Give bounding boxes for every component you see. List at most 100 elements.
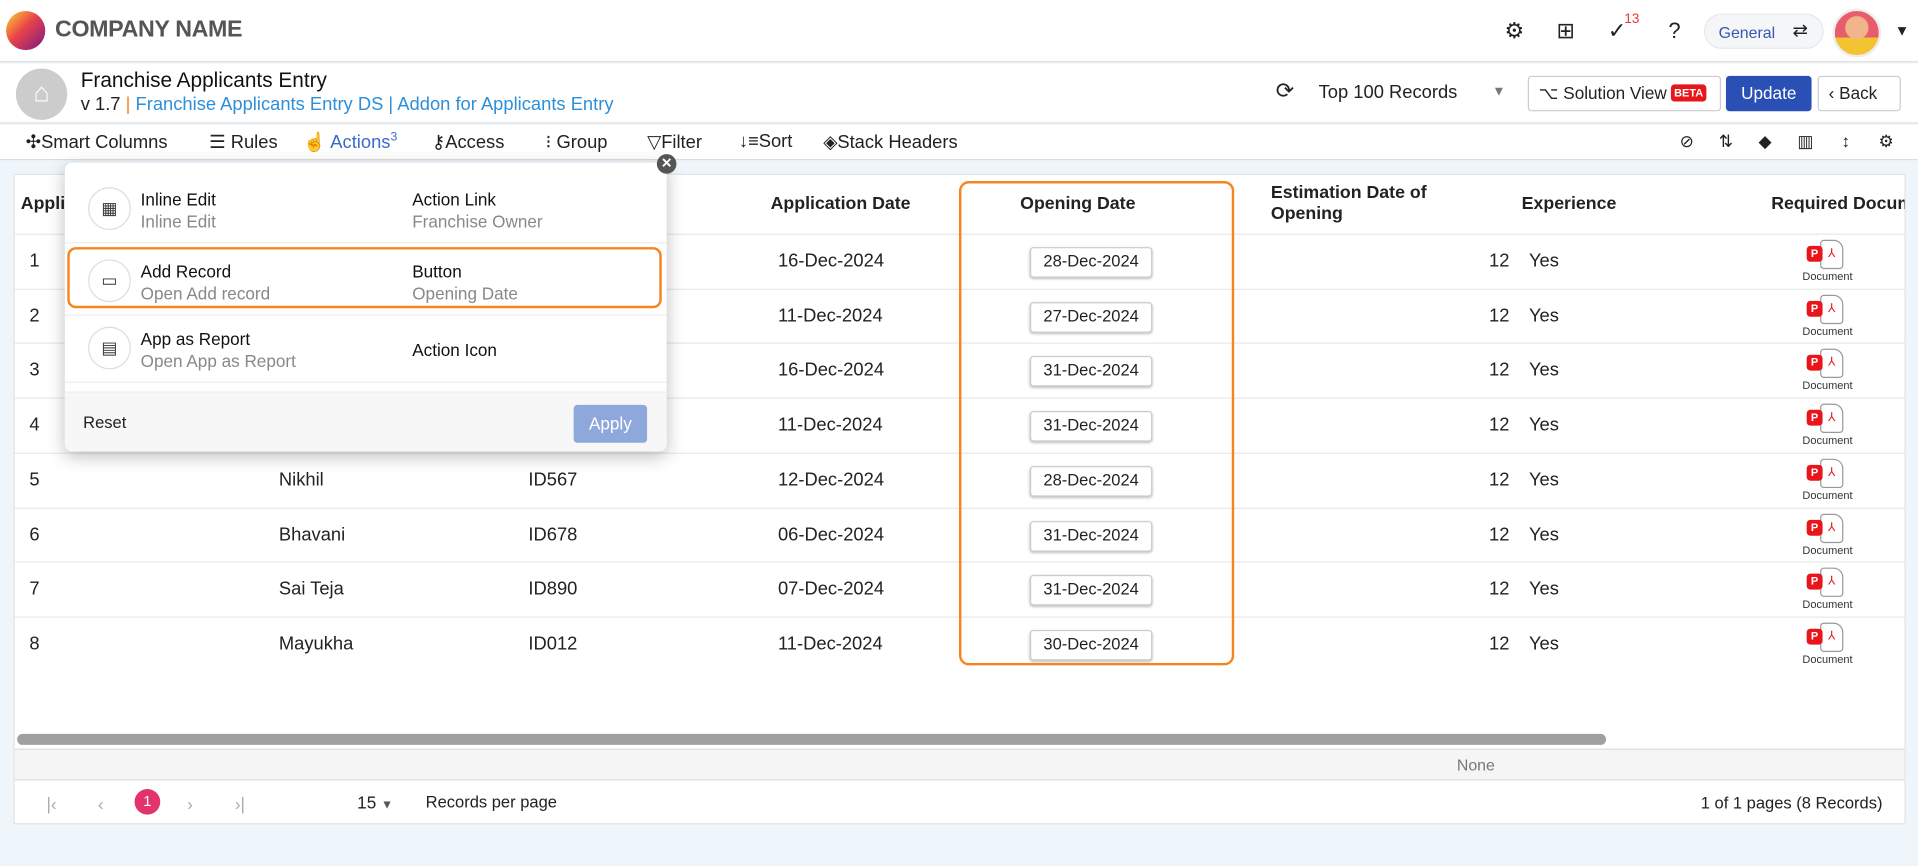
opening-date-button[interactable]: 31-Dec-2024: [1029, 356, 1153, 388]
last-page-button[interactable]: ›|: [234, 793, 246, 814]
workspace-label: General: [1718, 23, 1776, 42]
document-label: Document: [1802, 598, 1853, 611]
row-number: 3: [29, 360, 40, 381]
records-dropdown-icon[interactable]: ▼: [1492, 84, 1506, 100]
experience-value: Yes: [1529, 414, 1559, 436]
opening-date-button[interactable]: 31-Dec-2024: [1029, 520, 1153, 552]
document-label: Document: [1802, 489, 1853, 502]
document-link[interactable]: ⅄ P Document: [1797, 293, 1858, 337]
sort-button[interactable]: ↓≡Sort: [738, 130, 793, 152]
document-link[interactable]: ⅄ P Document: [1797, 348, 1858, 392]
opening-date-button[interactable]: 31-Dec-2024: [1029, 575, 1153, 606]
row-height-icon[interactable]: ↕: [1841, 130, 1851, 151]
apply-button[interactable]: Apply: [573, 404, 648, 443]
document-link[interactable]: ⅄ P Document: [1797, 621, 1858, 665]
application-date: 11-Dec-2024: [777, 414, 883, 436]
document-link[interactable]: ⅄ P Document: [1797, 403, 1858, 447]
popup-footer: Reset Apply: [64, 391, 667, 452]
opening-date-button[interactable]: 30-Dec-2024: [1029, 629, 1153, 661]
row-number: 6: [29, 524, 40, 545]
update-button[interactable]: Update: [1725, 75, 1812, 112]
document-label: Document: [1802, 653, 1853, 666]
document-link[interactable]: ⅄ P Document: [1797, 239, 1858, 283]
document-link[interactable]: ⅄ P Document: [1797, 457, 1858, 501]
group-button[interactable]: ⁝ Group: [545, 132, 608, 153]
rules-button[interactable]: ☰ Rules: [209, 132, 278, 153]
opening-date-button[interactable]: 27-Dec-2024: [1029, 301, 1153, 333]
tasks-check-icon[interactable]: ✓: [1607, 18, 1627, 43]
user-settings-icon[interactable]: ⚙: [1504, 18, 1525, 43]
action-item[interactable]: ▭ Add Record Open Add record Button Open…: [64, 247, 667, 316]
opening-date-button[interactable]: 28-Dec-2024: [1029, 465, 1153, 497]
page-1-button[interactable]: 1: [134, 788, 161, 815]
summary-value: None: [1456, 755, 1495, 775]
action-item[interactable]: ▦ Inline Edit Inline Edit Action Link Fr…: [64, 175, 667, 244]
refresh-icon[interactable]: ⟳: [1275, 78, 1295, 103]
reset-button[interactable]: Reset: [83, 413, 127, 432]
opening-date-button[interactable]: 31-Dec-2024: [1029, 411, 1153, 442]
horizontal-scrollbar[interactable]: [17, 733, 1607, 745]
addon-link[interactable]: Addon for Applicants Entry: [397, 94, 614, 115]
column-layout-icon[interactable]: ▥: [1797, 130, 1814, 151]
opening-date-button[interactable]: 28-Dec-2024: [1029, 247, 1153, 278]
column-header-application-date[interactable]: Application Date: [770, 193, 911, 214]
paint-bucket-icon[interactable]: ◆: [1758, 130, 1772, 151]
settings-icon[interactable]: ⚙: [1878, 130, 1894, 151]
workspace-switcher[interactable]: General ⇄: [1703, 13, 1824, 49]
toolbar: ✣Smart Columns ☰ Rules ☝ Actions3 ⚷Acces…: [0, 124, 1918, 161]
caret-down-icon[interactable]: ▼: [1894, 22, 1910, 40]
table-row: 7 Sai Teja ID890 07-Dec-2024 31-Dec-2024…: [14, 561, 1905, 617]
column-header-experience[interactable]: Experience: [1521, 193, 1617, 214]
help-icon[interactable]: ?: [1668, 18, 1681, 43]
estimation-value: 12: [1489, 524, 1510, 545]
table-icon: ▦: [88, 187, 131, 230]
column-header-required-documents[interactable]: Required Docum: [1771, 193, 1906, 214]
summary-row: None: [14, 748, 1905, 781]
app-header: ⌂ Franchise Applicants Entry v 1.7 | Fra…: [0, 63, 1918, 124]
prev-page-button[interactable]: ‹: [97, 793, 104, 814]
experience-value: Yes: [1529, 633, 1559, 655]
access-button[interactable]: ⚷Access: [431, 132, 505, 153]
pdf-document-icon: ⅄ P: [1806, 348, 1849, 380]
application-date: 12-Dec-2024: [777, 469, 885, 491]
pdf-document-icon: ⅄ P: [1806, 457, 1849, 489]
company-logo: [6, 11, 46, 51]
smart-columns-button[interactable]: ✣Smart Columns: [25, 132, 168, 153]
application-date: 11-Dec-2024: [777, 305, 883, 327]
notification-count: 13: [1624, 12, 1640, 27]
row-number: 5: [29, 469, 40, 491]
opening-date-highlight: [958, 181, 1235, 666]
per-page-select[interactable]: 15 ▼: [357, 793, 393, 813]
first-page-button[interactable]: |‹: [46, 793, 57, 814]
column-header-estimation-date[interactable]: Estimation Date of Opening: [1270, 183, 1427, 224]
action-target: Franchise Owner: [412, 211, 543, 232]
records-select[interactable]: Top 100 Records: [1318, 81, 1458, 103]
next-page-button[interactable]: ›: [187, 793, 193, 814]
close-popup-icon[interactable]: ✕: [656, 154, 677, 174]
store-icon[interactable]: ⊞: [1556, 18, 1575, 43]
datasource-link[interactable]: Franchise Applicants Entry DS: [135, 94, 384, 115]
beta-badge: BETA: [1670, 84, 1707, 102]
avatar[interactable]: [1832, 8, 1882, 58]
home-icon[interactable]: ⌂: [15, 68, 68, 120]
action-item[interactable]: ▤ App as Report Open App as Report Actio…: [64, 314, 667, 383]
column-header[interactable]: Appli: [20, 193, 66, 214]
experience-value: Yes: [1529, 469, 1559, 491]
applicant-name: Mayukha: [278, 633, 354, 655]
back-button[interactable]: ‹ Back: [1817, 75, 1901, 112]
filter-button[interactable]: ▽Filter: [647, 132, 702, 153]
solution-view-button[interactable]: ⌥ Solution View BETA: [1527, 75, 1722, 112]
adjust-icon[interactable]: ⇅: [1718, 130, 1734, 151]
document-link[interactable]: ⅄ P Document: [1797, 512, 1858, 556]
actions-button[interactable]: ☝ Actions3: [303, 130, 398, 153]
row-number: 2: [29, 305, 40, 327]
hide-columns-icon[interactable]: ⊘: [1679, 130, 1694, 151]
pdf-document-icon: ⅄ P: [1806, 239, 1849, 271]
page-info: 1 of 1 pages (8 Records): [1700, 793, 1883, 813]
applicant-id: ID890: [528, 578, 578, 600]
stack-headers-button[interactable]: ◈Stack Headers: [823, 132, 958, 153]
per-page-value: 15: [357, 792, 377, 813]
column-header-opening-date[interactable]: Opening Date: [1020, 193, 1136, 214]
application-date: 16-Dec-2024: [777, 360, 885, 381]
document-link[interactable]: ⅄ P Document: [1797, 567, 1858, 611]
